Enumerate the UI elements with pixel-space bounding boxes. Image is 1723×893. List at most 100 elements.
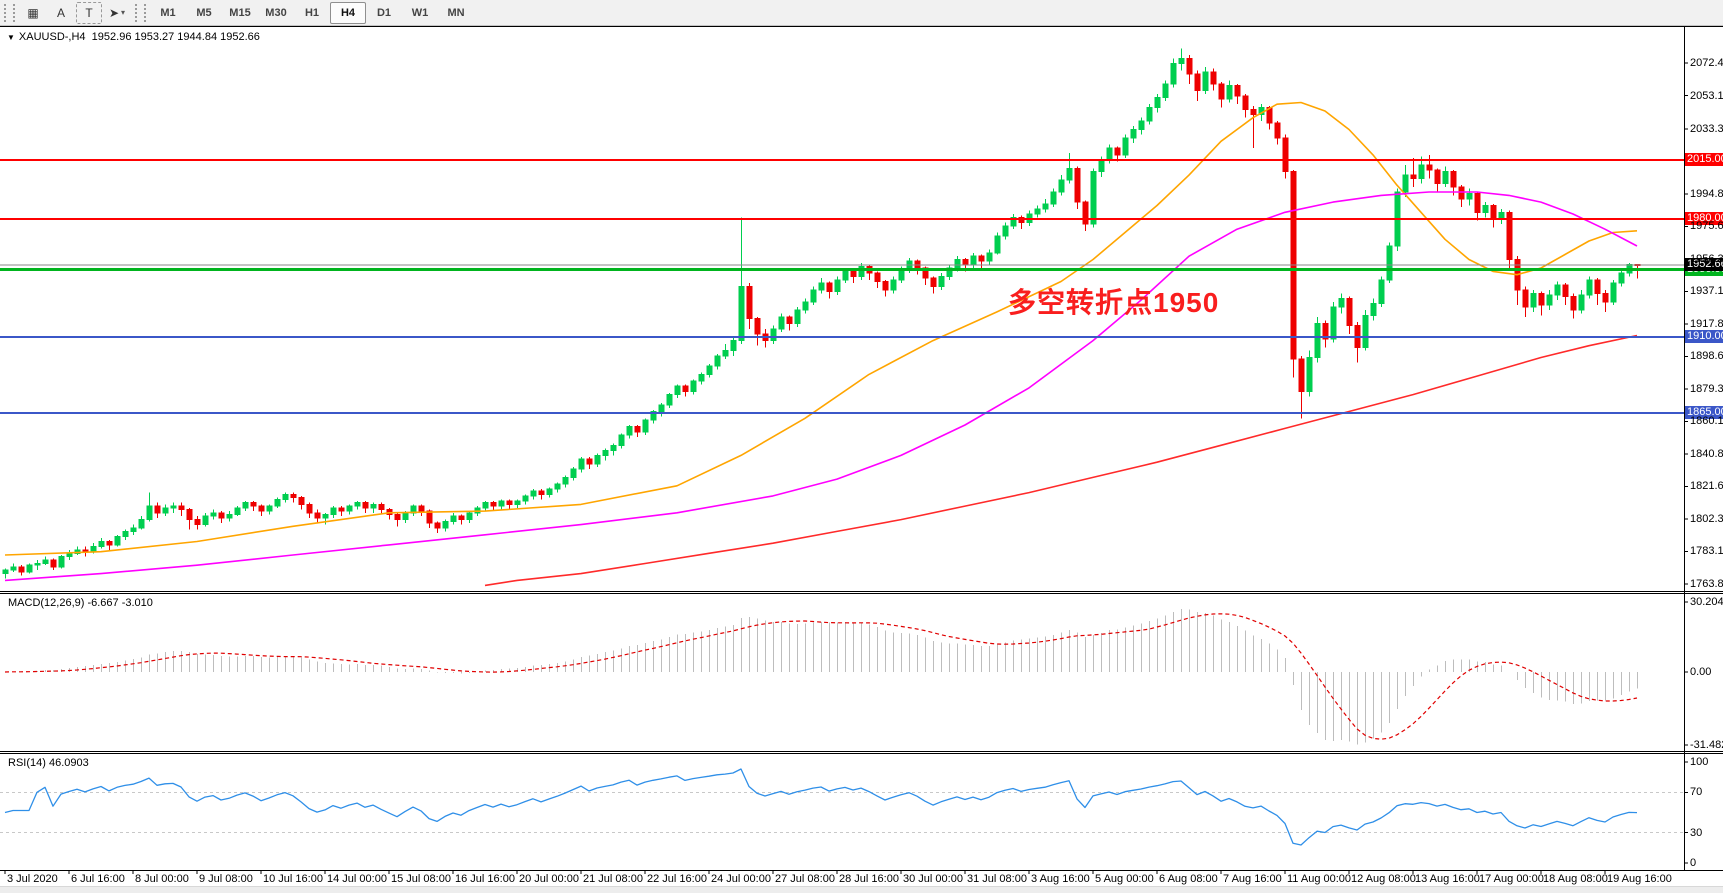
font-a-tool-icon[interactable]: A (56, 5, 65, 20)
timeframe-button-m15[interactable]: M15 (229, 6, 251, 19)
rsi-tick-label: 100 (1690, 756, 1709, 768)
bear-candle (746, 286, 753, 320)
price-tick-label: 1975.60 (1690, 220, 1723, 233)
bull-candle (674, 385, 681, 396)
timeframe-button-h1[interactable]: H1 (304, 6, 320, 19)
bull-candle (770, 328, 777, 342)
bull-candle (34, 562, 41, 566)
timeframe-button-m30[interactable]: M30 (265, 6, 287, 19)
bull-candle (1546, 294, 1553, 306)
time-tick-label: 19 Aug 16:00 (1607, 873, 1672, 885)
price-tick-label: 1956.35 (1690, 252, 1723, 265)
bull-candle (938, 275, 945, 288)
bull-candle (650, 411, 657, 421)
bear-candle (290, 493, 297, 499)
macd-indicator-label: MACD(12,26,9) -6.667 -3.010 (8, 597, 153, 609)
bull-candle (1130, 129, 1137, 139)
text-box-tool-icon[interactable]: T (76, 1, 102, 24)
bull-candle (1314, 323, 1321, 358)
rsi-panel[interactable] (0, 768, 1684, 846)
bear-candle (186, 508, 193, 521)
time-tick-label: 31 Jul 08:00 (967, 873, 1027, 885)
bear-candle (1602, 292, 1609, 303)
time-tick-label: 30 Jul 00:00 (903, 873, 963, 885)
bear-candle (1218, 83, 1225, 100)
bear-candle (1242, 95, 1249, 110)
bear-candle (962, 259, 969, 266)
bull-candle (234, 507, 241, 516)
bear-candle (250, 502, 257, 507)
bull-candle (90, 546, 97, 553)
bull-candle (610, 444, 617, 451)
timeframe-button-m1[interactable]: M1 (160, 6, 176, 19)
timeframe-button-h4[interactable]: H4 (330, 1, 366, 24)
chart-title: ▼ XAUUSD-,H4 1952.96 1953.27 1944.84 1952… (7, 31, 260, 43)
bull-candle (722, 350, 729, 357)
bear-candle (378, 503, 385, 510)
bull-candle (890, 279, 897, 291)
price-tick-label: 2033.35 (1690, 122, 1723, 135)
time-axis-line (0, 870, 1723, 871)
price-tick-label: 1802.35 (1690, 512, 1723, 525)
rsi-tick-label: 70 (1690, 786, 1703, 799)
bull-candle (282, 493, 289, 500)
panel-separator[interactable] (0, 751, 1723, 752)
bull-candle (26, 564, 33, 573)
grid-f-tool-icon[interactable]: ▦ (27, 5, 39, 20)
chart-annotation-text[interactable]: 多空转折点1950 (1008, 287, 1220, 318)
price-tick-label: 1994.85 (1690, 187, 1723, 200)
time-tick-label: 27 Jul 08:00 (775, 873, 835, 885)
toolbar-grip[interactable] (4, 3, 15, 22)
bear-candle (314, 512, 321, 519)
ma-mid-magenta (4, 191, 1638, 582)
time-tick-label: 17 Aug 00:00 (1479, 873, 1544, 885)
bear-candle (194, 519, 201, 526)
bull-candle (498, 500, 505, 507)
bull-candle (642, 419, 649, 433)
bull-candle (1610, 282, 1617, 303)
timeframe-button-mn[interactable]: MN (447, 6, 465, 19)
bear-candle (394, 514, 401, 521)
bull-candle (1362, 314, 1369, 348)
timeframe-button-m5[interactable]: M5 (196, 6, 212, 19)
bear-candle (1186, 58, 1193, 75)
panel-separator[interactable] (0, 591, 1723, 592)
chart-dropdown-icon[interactable]: ▼ (7, 33, 15, 42)
bull-candle (514, 500, 521, 505)
macd-tick-label: 30.204 (1690, 595, 1723, 608)
ma-slow-red (484, 334, 1638, 587)
bear-candle (1346, 297, 1353, 326)
time-tick-label: 16 Jul 16:00 (455, 873, 515, 885)
bull-candle (114, 535, 121, 546)
bear-candle (298, 497, 305, 505)
bear-candle (434, 522, 441, 529)
bear-candle (1298, 358, 1305, 392)
time-tick-label: 13 Aug 16:00 (1415, 873, 1480, 885)
shapes-tool-icon[interactable]: ➤ ▾ (108, 5, 126, 20)
macd-panel[interactable] (4, 609, 1638, 745)
bull-candle (714, 355, 721, 367)
timeframe-button-d1[interactable]: D1 (376, 6, 392, 19)
bull-candle (1402, 174, 1409, 193)
bear-candle (1274, 122, 1281, 139)
time-tick-label: 20 Jul 00:00 (519, 873, 579, 885)
panel-separator[interactable] (0, 753, 1723, 754)
bull-candle (2, 569, 9, 575)
bull-candle (1138, 120, 1145, 131)
dropdown-arrow-icon[interactable]: ▾ (121, 8, 126, 17)
bull-candle (370, 503, 377, 509)
timeframe-button-w1[interactable]: W1 (411, 6, 429, 19)
bull-candle (1618, 272, 1625, 284)
bear-candle (586, 458, 593, 465)
bull-candle (1554, 284, 1561, 296)
timeframe-toolbar-grip[interactable] (135, 3, 146, 22)
bull-candle (1442, 171, 1449, 185)
bear-candle (826, 282, 833, 293)
bull-candle (706, 365, 713, 375)
time-tick-label: 18 Aug 08:00 (1543, 873, 1608, 885)
panel-separator[interactable] (0, 593, 1723, 594)
bull-candle (1202, 71, 1209, 92)
price-panel[interactable] (0, 48, 1684, 587)
bear-candle (490, 502, 497, 507)
